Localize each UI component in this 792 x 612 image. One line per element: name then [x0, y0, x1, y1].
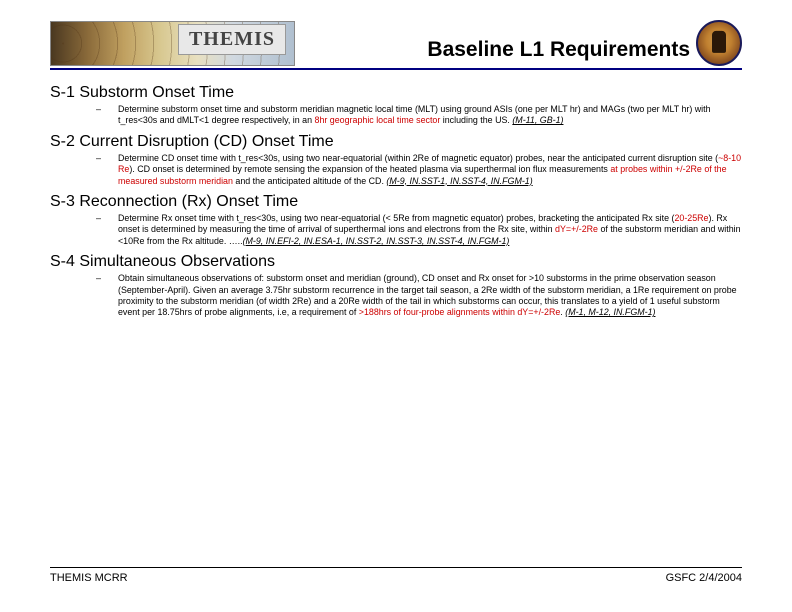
section-heading-s4: S-4 Simultaneous Observations [50, 253, 742, 271]
bullet-dash: – [96, 273, 118, 319]
text: and the anticipated altitude of the CD. [233, 176, 386, 186]
highlight-text: dY=+/-2Re [555, 224, 598, 234]
footer-right: GSFC 2/4/2004 [666, 572, 742, 584]
bullet-body-s4: Obtain simultaneous observations of: sub… [118, 273, 742, 319]
bullet-s3: – Determine Rx onset time with t_res<30s… [50, 213, 742, 247]
bullet-dash: – [96, 104, 118, 127]
text: Determine CD onset time with t_res<30s, … [118, 153, 718, 163]
reference-text: (M-1, M-12, IN.FGM-1) [565, 307, 655, 317]
bullet-dash: – [96, 153, 118, 187]
slide-page: THEMIS Baseline L1 Requirements S-1 Subs… [0, 0, 792, 319]
bullet-dash: – [96, 213, 118, 247]
themis-logo-text: THEMIS [178, 24, 286, 55]
highlight-text: 8hr geographic local time sector [315, 115, 441, 125]
slide-header: THEMIS Baseline L1 Requirements [50, 20, 742, 70]
section-heading-s3: S-3 Reconnection (Rx) Onset Time [50, 193, 742, 211]
text: ). CD onset is determined by remote sens… [129, 164, 610, 174]
text: Determine Rx onset time with t_res<30s, … [118, 213, 674, 223]
page-title: Baseline L1 Requirements [427, 38, 690, 66]
footer-left: THEMIS MCRR [50, 572, 128, 584]
bullet-s1: – Determine substorm onset time and subs… [50, 104, 742, 127]
slide-footer: THEMIS MCRR GSFC 2/4/2004 [50, 567, 742, 584]
reference-text: (M-9, IN.EFI-2, IN.ESA-1, IN.SST-2, IN.S… [243, 236, 510, 246]
bullet-body-s2: Determine CD onset time with t_res<30s, … [118, 153, 742, 187]
highlight-text: 20-25Re [674, 213, 708, 223]
header-right: Baseline L1 Requirements [427, 20, 742, 66]
mission-badge-icon [696, 20, 742, 66]
bullet-body-s1: Determine substorm onset time and substo… [118, 104, 742, 127]
reference-text: (M-11, GB-1) [512, 115, 563, 125]
highlight-text: >188hrs of four-probe alignments within … [359, 307, 561, 317]
bullet-s2: – Determine CD onset time with t_res<30s… [50, 153, 742, 187]
themis-logo: THEMIS [50, 21, 295, 66]
reference-text: (M-9, IN.SST-1, IN.SST-4, IN.FGM-1) [386, 176, 532, 186]
section-heading-s2: S-2 Current Disruption (CD) Onset Time [50, 133, 742, 151]
text: including the US. [440, 115, 512, 125]
bullet-s4: – Obtain simultaneous observations of: s… [50, 273, 742, 319]
section-heading-s1: S-1 Substorm Onset Time [50, 84, 742, 102]
bullet-body-s3: Determine Rx onset time with t_res<30s, … [118, 213, 742, 247]
